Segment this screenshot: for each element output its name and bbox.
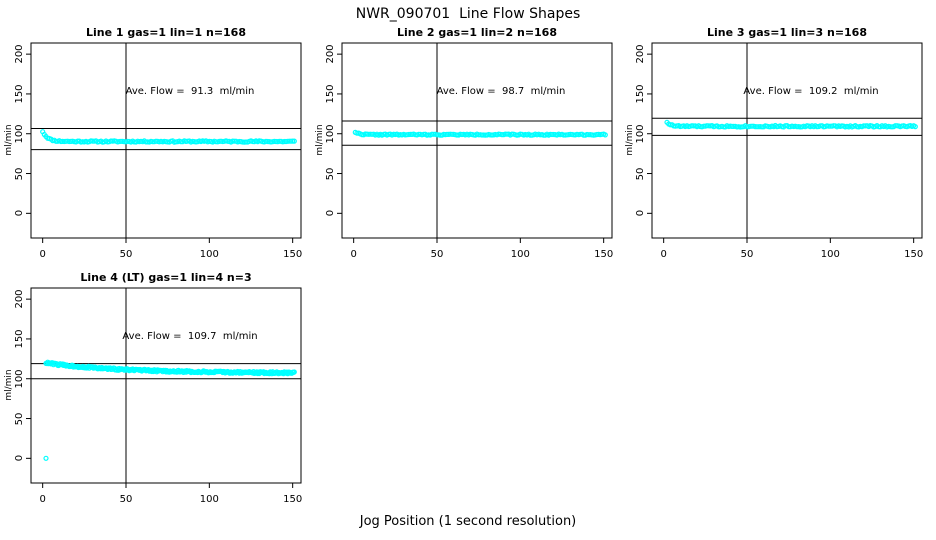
y-tick-label: 50 <box>14 412 25 425</box>
plot-title: Line 4 (LT) gas=1 lin=4 n=3 <box>80 271 252 284</box>
x-tick-label: 50 <box>740 249 754 260</box>
x-tick-label: 100 <box>510 249 530 260</box>
y-tick-label: 50 <box>635 167 646 180</box>
plot-title: Line 3 gas=1 lin=3 n=168 <box>706 26 867 39</box>
ave-flow-annotation: Ave. Flow = 91.3 ml/min <box>125 86 255 97</box>
x-axis-title: Jog Position (1 second resolution) <box>359 514 577 529</box>
plot-canvas <box>337 42 613 243</box>
data-point <box>729 123 735 130</box>
y-tick-label: 100 <box>635 124 646 144</box>
data-point <box>749 123 755 129</box>
subplot-line-3: Line 3 gas=1 lin=3 n=168 Ave. Flow = 109… <box>625 26 923 260</box>
x-tick-label: 50 <box>430 249 444 260</box>
page-title: NWR_090701 Line Flow Shapes <box>355 6 581 22</box>
y-tick-label: 50 <box>325 167 336 180</box>
data-point <box>291 369 297 375</box>
y-tick-label: 150 <box>14 84 25 104</box>
plot-canvas <box>647 42 923 243</box>
y-tick-label: 100 <box>325 124 336 144</box>
plot-border <box>30 287 302 484</box>
y-tick-label: 150 <box>14 329 25 349</box>
y-tick-label: 0 <box>635 210 646 217</box>
ave-flow-annotation: Ave. Flow = 98.7 ml/min <box>436 86 566 97</box>
plot-border <box>651 42 923 239</box>
data-series <box>43 359 297 461</box>
x-tick-label: 50 <box>119 494 133 505</box>
y-tick-label: 200 <box>14 289 25 309</box>
data-point <box>602 132 608 138</box>
x-tick-label: 0 <box>39 494 46 505</box>
x-tick-label: 100 <box>199 494 219 505</box>
y-tick-label: 50 <box>14 167 25 180</box>
y-tick-label: 0 <box>14 210 25 217</box>
x-tick-label: 150 <box>904 249 924 260</box>
data-series <box>664 119 918 130</box>
ave-flow-annotation: Ave. Flow = 109.7 ml/min <box>122 331 258 342</box>
y-tick-label: 200 <box>14 44 25 64</box>
x-tick-label: 0 <box>660 249 667 260</box>
data-point <box>53 138 59 144</box>
plot-border <box>30 42 302 239</box>
x-tick-label: 150 <box>594 249 614 260</box>
y-tick-label: 200 <box>635 44 646 64</box>
x-tick-label: 0 <box>39 249 46 260</box>
y-tick-label: 100 <box>14 124 25 144</box>
data-series <box>40 129 297 145</box>
x-tick-label: 100 <box>820 249 840 260</box>
data-point <box>434 132 440 138</box>
subplot-line-1: Line 1 gas=1 lin=1 n=168 Ave. Flow = 91.… <box>4 26 302 260</box>
subplot-line-4: Line 4 (LT) gas=1 lin=4 n=3 Ave. Flow = … <box>4 271 302 505</box>
x-tick-label: 50 <box>119 249 133 260</box>
x-tick-label: 150 <box>283 494 303 505</box>
subplot-line-2: Line 2 gas=1 lin=2 n=168 Ave. Flow = 98.… <box>315 26 613 260</box>
data-point <box>444 131 450 138</box>
data-point <box>479 132 485 138</box>
data-point <box>43 455 49 461</box>
y-tick-label: 150 <box>635 84 646 104</box>
data-point <box>499 131 505 138</box>
x-tick-label: 100 <box>199 249 219 260</box>
y-tick-label: 100 <box>14 369 25 389</box>
plot-canvas <box>26 42 302 243</box>
y-tick-label: 150 <box>325 84 336 104</box>
data-point <box>291 138 297 144</box>
data-point <box>912 123 918 130</box>
y-tick-label: 0 <box>14 455 25 462</box>
plot-title: Line 2 gas=1 lin=2 n=168 <box>396 26 557 39</box>
x-tick-label: 150 <box>283 249 303 260</box>
x-tick-label: 0 <box>350 249 357 260</box>
data-point <box>143 139 149 145</box>
y-tick-label: 200 <box>325 44 336 64</box>
data-point <box>754 124 760 130</box>
data-point <box>243 139 249 145</box>
plot-title: Line 1 gas=1 lin=1 n=168 <box>85 26 246 39</box>
data-series <box>352 129 608 138</box>
plot-canvas <box>26 287 302 488</box>
y-tick-label: 0 <box>325 210 336 217</box>
data-point <box>549 131 555 138</box>
ave-flow-annotation: Ave. Flow = 109.2 ml/min <box>743 86 879 97</box>
plot-border <box>341 42 613 239</box>
